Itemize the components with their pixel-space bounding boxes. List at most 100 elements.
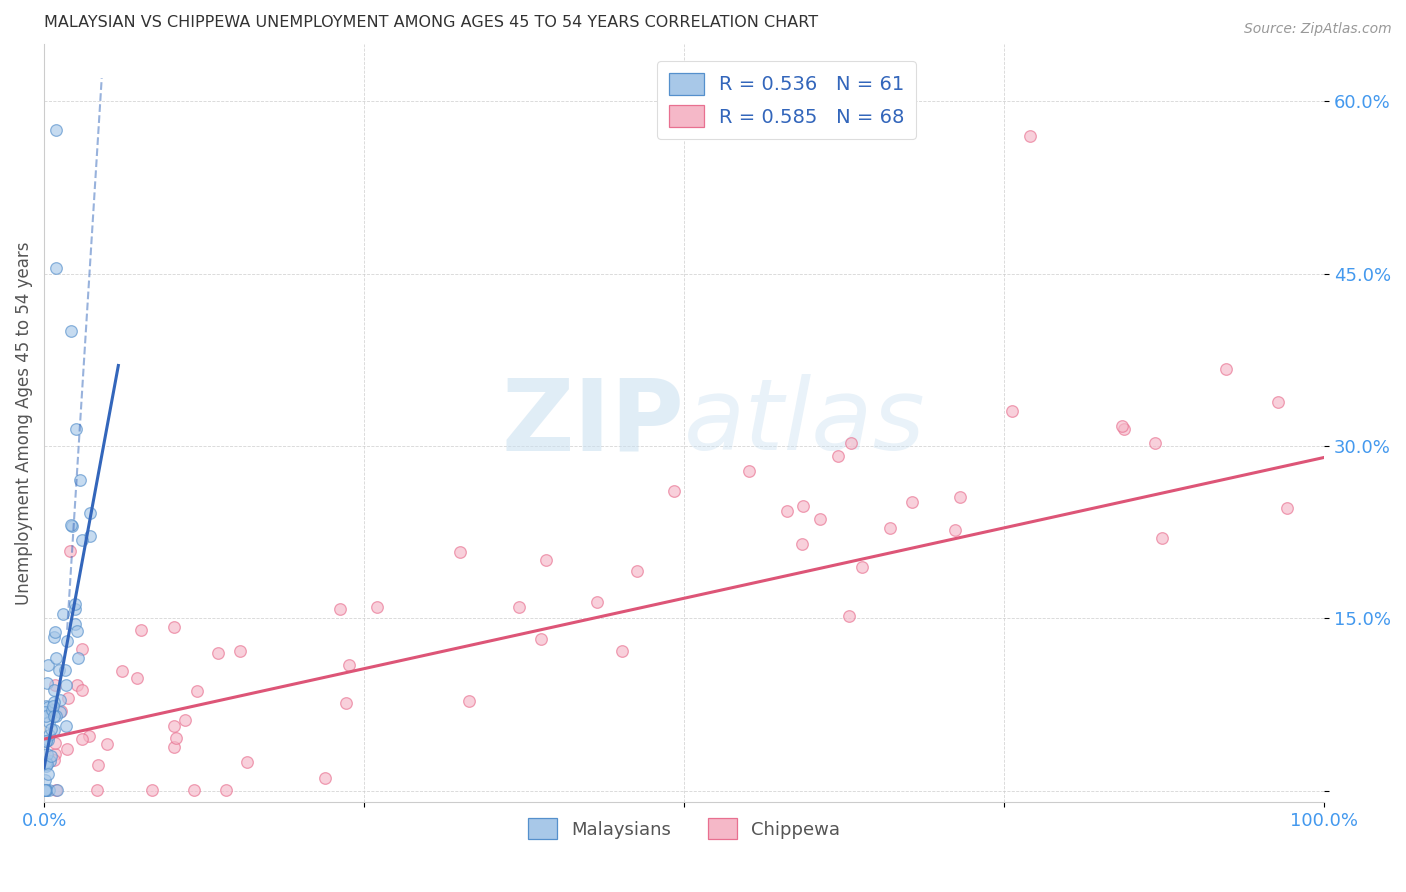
Point bbox=[1150, 531, 1173, 545]
Point bbox=[48, 663, 70, 677]
Point bbox=[34, 782, 56, 797]
Point bbox=[35, 759, 58, 773]
Point bbox=[35, 782, 58, 797]
Point bbox=[35, 756, 58, 770]
Point bbox=[86, 782, 108, 797]
Point bbox=[65, 422, 87, 436]
Point bbox=[39, 749, 62, 764]
Text: atlas: atlas bbox=[685, 375, 925, 472]
Point bbox=[530, 632, 553, 647]
Point bbox=[34, 733, 56, 747]
Point bbox=[58, 544, 80, 558]
Point bbox=[96, 737, 118, 751]
Point bbox=[59, 324, 82, 338]
Point bbox=[34, 706, 56, 720]
Point bbox=[39, 707, 62, 722]
Point bbox=[41, 703, 63, 717]
Point bbox=[45, 651, 67, 665]
Point bbox=[56, 742, 79, 756]
Legend: Malaysians, Chippewa: Malaysians, Chippewa bbox=[522, 811, 848, 847]
Point bbox=[215, 782, 238, 797]
Point bbox=[163, 719, 186, 733]
Point bbox=[827, 449, 849, 463]
Point bbox=[63, 602, 86, 616]
Point bbox=[1267, 395, 1289, 409]
Point bbox=[39, 722, 62, 736]
Point bbox=[838, 609, 860, 624]
Point bbox=[34, 782, 56, 797]
Point bbox=[55, 678, 77, 692]
Point bbox=[63, 617, 86, 632]
Y-axis label: Unemployment Among Ages 45 to 54 years: Unemployment Among Ages 45 to 54 years bbox=[15, 241, 32, 605]
Point bbox=[1215, 362, 1237, 376]
Point bbox=[37, 699, 59, 714]
Point bbox=[67, 651, 90, 665]
Point bbox=[37, 657, 59, 672]
Point bbox=[45, 782, 67, 797]
Point bbox=[129, 623, 152, 637]
Point bbox=[207, 646, 229, 660]
Point bbox=[839, 436, 862, 450]
Point bbox=[586, 594, 609, 608]
Point bbox=[792, 537, 814, 551]
Point bbox=[87, 757, 110, 772]
Point bbox=[34, 772, 56, 787]
Point bbox=[808, 512, 831, 526]
Point bbox=[45, 260, 67, 275]
Point bbox=[72, 533, 94, 548]
Point bbox=[792, 500, 814, 514]
Point bbox=[70, 731, 93, 746]
Point bbox=[35, 747, 58, 761]
Point bbox=[337, 657, 360, 672]
Point bbox=[45, 123, 67, 137]
Point bbox=[79, 528, 101, 542]
Point bbox=[141, 782, 163, 797]
Text: ZIP: ZIP bbox=[502, 375, 685, 472]
Point bbox=[174, 713, 197, 727]
Point bbox=[125, 671, 148, 685]
Point bbox=[738, 464, 761, 478]
Point bbox=[37, 767, 59, 781]
Point bbox=[35, 782, 58, 797]
Point bbox=[45, 709, 67, 723]
Point bbox=[63, 597, 86, 611]
Point bbox=[52, 607, 75, 621]
Point bbox=[42, 695, 65, 709]
Point bbox=[35, 709, 58, 723]
Point bbox=[38, 782, 60, 797]
Point bbox=[901, 495, 924, 509]
Point bbox=[44, 709, 66, 723]
Point bbox=[1144, 436, 1167, 450]
Point bbox=[49, 693, 72, 707]
Point bbox=[626, 564, 648, 578]
Point bbox=[35, 675, 58, 690]
Point bbox=[44, 753, 66, 767]
Point bbox=[39, 754, 62, 768]
Point bbox=[449, 545, 471, 559]
Text: MALAYSIAN VS CHIPPEWA UNEMPLOYMENT AMONG AGES 45 TO 54 YEARS CORRELATION CHART: MALAYSIAN VS CHIPPEWA UNEMPLOYMENT AMONG… bbox=[44, 15, 818, 30]
Point bbox=[776, 504, 799, 518]
Point bbox=[60, 517, 83, 532]
Point bbox=[949, 490, 972, 504]
Point bbox=[55, 634, 77, 648]
Point bbox=[1111, 419, 1133, 434]
Point bbox=[66, 624, 89, 638]
Point bbox=[55, 663, 77, 677]
Point bbox=[111, 665, 134, 679]
Point bbox=[508, 600, 530, 615]
Point bbox=[35, 757, 58, 772]
Point bbox=[44, 625, 66, 640]
Point bbox=[48, 705, 70, 719]
Point bbox=[1275, 500, 1298, 515]
Point bbox=[55, 719, 77, 733]
Point bbox=[34, 734, 56, 748]
Point bbox=[66, 678, 89, 692]
Point bbox=[879, 521, 901, 535]
Point bbox=[70, 682, 93, 697]
Point bbox=[79, 506, 101, 520]
Point bbox=[37, 733, 59, 747]
Point bbox=[60, 519, 83, 533]
Point bbox=[38, 728, 60, 742]
Point bbox=[163, 620, 186, 634]
Point bbox=[163, 739, 186, 754]
